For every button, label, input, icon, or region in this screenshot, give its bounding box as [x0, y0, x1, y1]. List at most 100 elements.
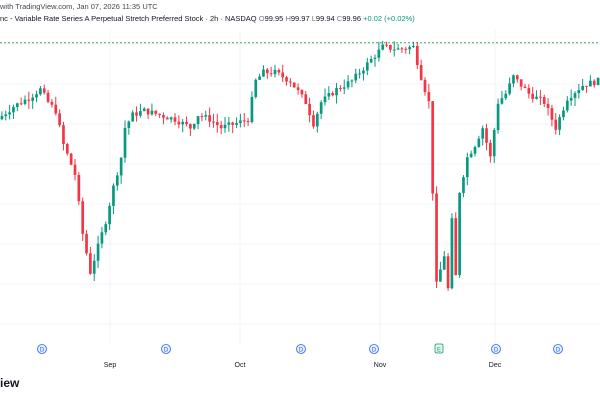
- candle-body: [162, 115, 165, 118]
- candle-body: [546, 103, 550, 109]
- candle-body: [527, 88, 531, 94]
- candle-body: [342, 87, 346, 89]
- published-text: with TradingView.com, Jan 07, 2026 11:35…: [0, 2, 158, 11]
- candle-body: [23, 99, 27, 104]
- candle-body: [35, 94, 38, 98]
- candle-body: [450, 218, 454, 289]
- event-marker-label: D: [299, 348, 304, 354]
- candle-body: [362, 70, 365, 74]
- candle-body: [323, 96, 327, 103]
- candle-body: [373, 57, 377, 60]
- candle-body: [500, 98, 504, 104]
- candle-body: [219, 125, 223, 129]
- candle-body: [69, 153, 73, 165]
- candle-body: [235, 123, 238, 125]
- candle-body: [0, 116, 4, 120]
- dividend-marker: [37, 344, 47, 354]
- candle-body: [327, 92, 331, 97]
- x-axis-label: Sep: [104, 362, 117, 369]
- candle-body: [573, 93, 577, 98]
- candle-body: [392, 49, 396, 51]
- candle-body: [292, 82, 296, 88]
- candle-body: [262, 69, 265, 77]
- candle-body: [154, 110, 158, 114]
- candle-body: [104, 224, 108, 233]
- candle-body: [562, 110, 565, 118]
- candle-body: [127, 121, 131, 128]
- dividend-marker: [491, 344, 501, 354]
- candle-body: [46, 92, 50, 102]
- candle-body: [496, 103, 500, 131]
- candle-body: [300, 90, 304, 95]
- candle-body: [265, 69, 269, 74]
- candle-body: [15, 103, 19, 108]
- candle-body: [308, 103, 311, 116]
- candle-body: [389, 45, 392, 50]
- candle-body: [519, 79, 523, 87]
- candle-body: [227, 122, 231, 125]
- candle-body: [119, 157, 123, 176]
- candle-body: [146, 108, 150, 115]
- candle-body: [508, 83, 511, 94]
- candle-body: [358, 73, 361, 75]
- dividend-marker: [553, 344, 563, 354]
- candle-body: [281, 72, 285, 78]
- candle-body: [177, 121, 181, 125]
- candle-body: [277, 69, 281, 73]
- candle-body: [381, 44, 385, 50]
- candle-body: [62, 125, 65, 145]
- candle-body: [131, 112, 135, 122]
- brand-text: iew: [0, 376, 20, 390]
- candle-body: [539, 96, 542, 98]
- candle-body: [404, 48, 408, 50]
- candle-body: [58, 113, 61, 126]
- candle-body: [158, 113, 161, 116]
- event-marker-label: D: [372, 348, 377, 354]
- candle-body: [339, 88, 342, 90]
- candle-body: [454, 218, 458, 276]
- candle-body: [531, 93, 535, 99]
- candle-body: [289, 81, 292, 83]
- candle-body: [377, 49, 381, 58]
- candle-body: [273, 69, 277, 75]
- candle-body: [592, 80, 596, 86]
- legend-header: nc - Variable Rate Series A Perpetual St…: [0, 14, 415, 28]
- candle-body: [200, 116, 204, 118]
- candle-body: [427, 92, 431, 102]
- candle-body: [492, 130, 496, 157]
- candle-body: [204, 115, 208, 117]
- published-caption: with TradingView.com, Jan 07, 2026 11:35…: [0, 2, 158, 16]
- candle-body: [73, 164, 77, 175]
- candle-body: [535, 96, 538, 99]
- candle-body: [150, 110, 154, 115]
- candle-body: [304, 94, 308, 104]
- candle-body: [542, 97, 546, 104]
- candle-body: [165, 117, 169, 120]
- instrument-name: nc - Variable Rate Series A Perpetual St…: [0, 14, 257, 23]
- candle-body: [350, 80, 354, 82]
- candle-body: [408, 47, 411, 50]
- candle-body: [365, 62, 369, 71]
- candle-body: [212, 121, 215, 123]
- candle-body: [115, 175, 119, 186]
- x-axis-label: Nov: [374, 362, 387, 369]
- candle-body: [369, 59, 373, 63]
- candle-body: [439, 269, 442, 282]
- candle-body: [242, 120, 246, 122]
- earnings-marker: [434, 343, 444, 354]
- event-marker-label: E: [437, 348, 441, 354]
- candle-body: [489, 142, 492, 157]
- candle-body: [423, 79, 427, 93]
- dividend-marker: [369, 344, 379, 354]
- candle-body: [442, 256, 446, 270]
- candle-body: [92, 260, 96, 274]
- candle-body: [42, 88, 46, 93]
- candle-body: [589, 80, 592, 87]
- candle-body: [331, 92, 335, 96]
- candle-body: [481, 128, 485, 139]
- candle-body: [523, 86, 527, 89]
- candle-body: [285, 77, 288, 82]
- candle-body: [96, 243, 100, 261]
- candle-body: [231, 122, 235, 125]
